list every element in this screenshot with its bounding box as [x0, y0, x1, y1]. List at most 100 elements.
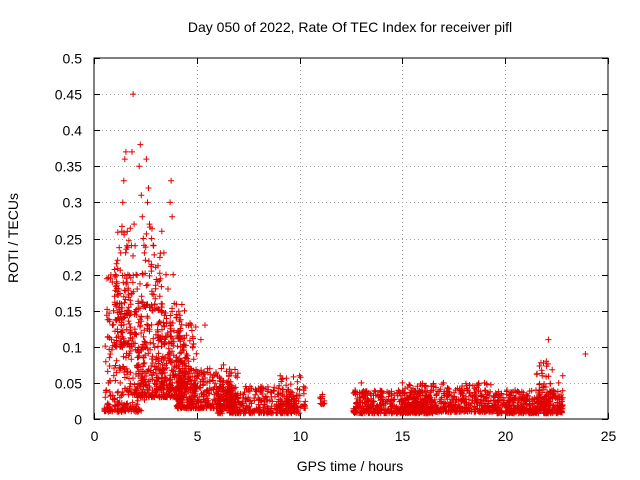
- roti-point: [549, 387, 556, 394]
- roti-point: [491, 397, 498, 404]
- roti-point: [127, 334, 134, 341]
- roti-point: [248, 385, 255, 392]
- roti-point: [502, 401, 509, 408]
- roti-point: [177, 325, 184, 332]
- roti-point: [271, 384, 278, 391]
- roti-point: [277, 372, 284, 379]
- roti-point: [553, 393, 560, 399]
- roti-point: [161, 340, 168, 347]
- roti-point: [106, 316, 112, 323]
- roti-point: [287, 381, 294, 388]
- roti-point: [439, 381, 446, 388]
- roti-point: [133, 271, 140, 278]
- roti-point: [399, 387, 406, 394]
- roti-point: [132, 346, 139, 353]
- roti-point: [113, 278, 120, 285]
- roti-point: [144, 199, 151, 206]
- roti-point: [170, 271, 177, 278]
- roti-point: [226, 366, 233, 373]
- roti-point: [219, 379, 226, 386]
- roti-point: [224, 387, 231, 394]
- roti-point: [130, 375, 136, 382]
- roti-point: [123, 242, 130, 249]
- roti-point: [543, 358, 550, 365]
- roti-point: [526, 388, 533, 395]
- roti-point: [158, 228, 165, 235]
- roti-point: [534, 396, 541, 403]
- roti-point: [170, 386, 177, 393]
- roti-point: [146, 272, 153, 279]
- roti-point: [183, 384, 190, 391]
- roti-point: [229, 387, 236, 394]
- roti-point: [366, 406, 373, 413]
- roti-point: [114, 316, 121, 322]
- roti-point: [286, 394, 293, 401]
- roti-point: [407, 382, 413, 389]
- roti-point: [535, 410, 542, 417]
- roti-point: [104, 306, 111, 313]
- roti-point: [187, 378, 194, 384]
- roti-point: [250, 408, 257, 414]
- roti-point: [245, 387, 252, 394]
- roti-point: [146, 221, 153, 228]
- roti-point: [454, 385, 461, 392]
- roti-point: [162, 377, 169, 384]
- roti-point: [359, 389, 366, 396]
- roti-point: [204, 369, 211, 376]
- chart-title: Day 050 of 2022, Rate Of TEC Index for r…: [188, 19, 512, 35]
- roti-point: [156, 254, 163, 261]
- roti-point: [127, 330, 133, 337]
- roti-point: [187, 389, 194, 396]
- roti-point: [171, 300, 178, 307]
- roti-point: [548, 409, 555, 416]
- roti-point: [153, 331, 159, 338]
- roti-point: [240, 400, 246, 407]
- roti-point: [504, 405, 511, 412]
- roti-point: [127, 274, 134, 281]
- roti-point: [356, 398, 363, 405]
- roti-point: [132, 330, 139, 337]
- roti-point: [474, 399, 481, 406]
- roti-point: [317, 394, 324, 401]
- roti-point: [140, 360, 147, 367]
- roti-point: [109, 396, 116, 403]
- roti-point: [115, 291, 122, 298]
- roti-point: [438, 396, 444, 403]
- roti-point: [520, 391, 527, 398]
- roti-point: [196, 369, 203, 376]
- roti-point: [129, 279, 136, 286]
- roti-point: [175, 391, 182, 398]
- roti-point: [375, 393, 382, 400]
- roti-point: [145, 185, 152, 191]
- roti-point: [163, 360, 170, 367]
- roti-point: [221, 396, 228, 403]
- roti-point: [160, 249, 167, 256]
- roti-point: [145, 258, 152, 265]
- roti-point: [253, 388, 260, 395]
- roti-point: [152, 366, 159, 373]
- roti-point: [214, 373, 221, 379]
- roti-point: [406, 402, 413, 409]
- roti-point: [101, 405, 108, 412]
- roti-point: [538, 396, 545, 403]
- roti-point: [464, 387, 470, 394]
- roti-point: [510, 402, 517, 409]
- roti-point: [193, 372, 200, 379]
- roti-point: [437, 405, 444, 412]
- roti-point: [542, 393, 549, 400]
- roti-point: [123, 246, 130, 253]
- roti-point: [137, 280, 143, 287]
- roti-point: [189, 343, 196, 350]
- roti-point: [255, 401, 262, 408]
- roti-point: [143, 282, 150, 289]
- roti-point: [114, 265, 121, 272]
- roti-point: [245, 394, 252, 401]
- roti-point: [283, 375, 290, 382]
- roti-point: [417, 381, 424, 388]
- roti-point: [486, 400, 492, 407]
- roti-point: [132, 387, 139, 394]
- roti-point: [127, 225, 134, 232]
- roti-point: [277, 396, 284, 403]
- roti-point: [143, 156, 150, 163]
